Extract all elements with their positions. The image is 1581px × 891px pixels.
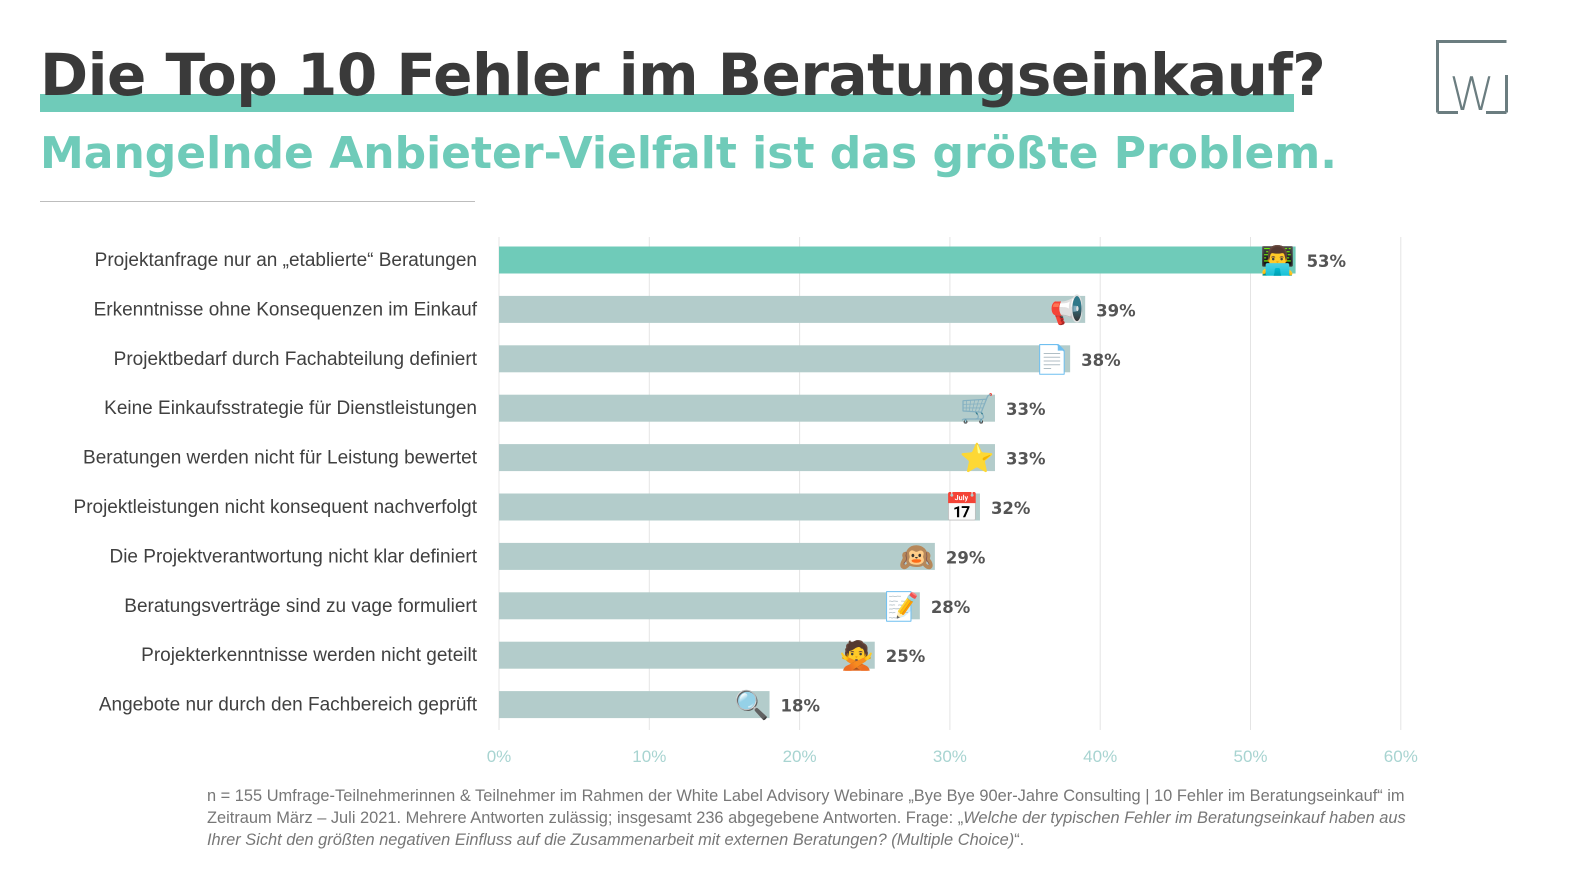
x-tick-label: 0% (487, 747, 512, 766)
bar (499, 345, 1071, 373)
value-label: 33% (1006, 400, 1046, 419)
value-label: 32% (991, 499, 1031, 518)
page-title: Die Top 10 Fehler im Beratungseinkauf? (40, 41, 1326, 109)
value-label: 29% (946, 548, 986, 567)
x-tick-label: 40% (1083, 747, 1117, 766)
bar (499, 592, 920, 620)
value-label: 33% (1006, 450, 1046, 469)
value-label: 18% (781, 697, 821, 716)
x-tick-label: 50% (1233, 747, 1267, 766)
bar (499, 493, 980, 521)
x-tick-label: 20% (783, 747, 817, 766)
memo-icon: 📝 (884, 590, 919, 623)
bar (499, 394, 995, 422)
value-label: 38% (1081, 351, 1121, 370)
bar-chart: Projektanfrage nur an „etablierte“ Berat… (74, 237, 1418, 766)
value-label: 25% (886, 647, 926, 666)
bar (499, 444, 995, 472)
logo: W (1436, 40, 1508, 114)
value-label: 39% (1096, 301, 1136, 320)
bar (499, 246, 1296, 274)
document-icon: 📄 (1035, 343, 1070, 376)
bar (499, 691, 770, 719)
footnote-closing: “. (1014, 831, 1025, 849)
bar (499, 295, 1086, 323)
bar (499, 641, 875, 669)
x-tick-label: 30% (933, 747, 967, 766)
title-block: Die Top 10 Fehler im Beratungseinkauf? (40, 38, 1326, 112)
calendar-icon: 📅 (945, 491, 980, 524)
category-label: Projektanfrage nur an „etablierte“ Berat… (95, 250, 477, 271)
megaphone-icon: 📢 (1050, 293, 1085, 326)
value-label: 53% (1307, 252, 1347, 271)
category-label: Die Projektverantwortung nicht klar defi… (109, 546, 477, 567)
footnote-question: Welche der typischen Fehler im Beratungs… (207, 809, 1406, 849)
category-label: Beratungen werden nicht für Leistung bew… (83, 448, 478, 469)
x-tick-label: 10% (632, 747, 666, 766)
star-icon: ⭐ (960, 442, 995, 475)
logo-letter: W (1449, 67, 1494, 114)
category-label: Angebote nur durch den Fachbereich geprü… (99, 695, 478, 716)
category-label: Projektbedarf durch Fachabteilung defini… (114, 349, 478, 370)
category-label: Projektleistungen nicht konsequent nachv… (74, 497, 478, 518)
shopping-cart-icon: 🛒 (960, 392, 995, 425)
x-tick-label: 60% (1384, 747, 1418, 766)
hear-no-evil-monkey-icon: 🙉 (897, 540, 935, 573)
divider (40, 201, 475, 202)
magnifier-icon: 🔍 (734, 687, 769, 722)
value-label: 28% (931, 598, 971, 617)
category-label: Projekterkenntnisse werden nicht geteilt (141, 645, 478, 666)
bar (499, 542, 935, 570)
footnote: n = 155 Umfrage-Teilnehmerinnen & Teilne… (207, 785, 1437, 851)
no-gesture-icon: 🙅 (839, 638, 874, 672)
category-label: Keine Einkaufsstrategie für Dienstleistu… (104, 398, 477, 419)
category-label: Erkenntnisse ohne Konsequenzen im Einkau… (94, 299, 478, 320)
footnote-text: n = 155 Umfrage-Teilnehmerinnen & Teilne… (207, 787, 1405, 827)
title-highlight (40, 94, 1294, 112)
category-label: Beratungsverträge sind zu vage formulier… (124, 596, 477, 617)
page-subtitle: Mangelnde Anbieter-Vielfalt ist das größ… (40, 128, 1337, 179)
technologist-icon: 👨‍💻 (1260, 244, 1295, 277)
